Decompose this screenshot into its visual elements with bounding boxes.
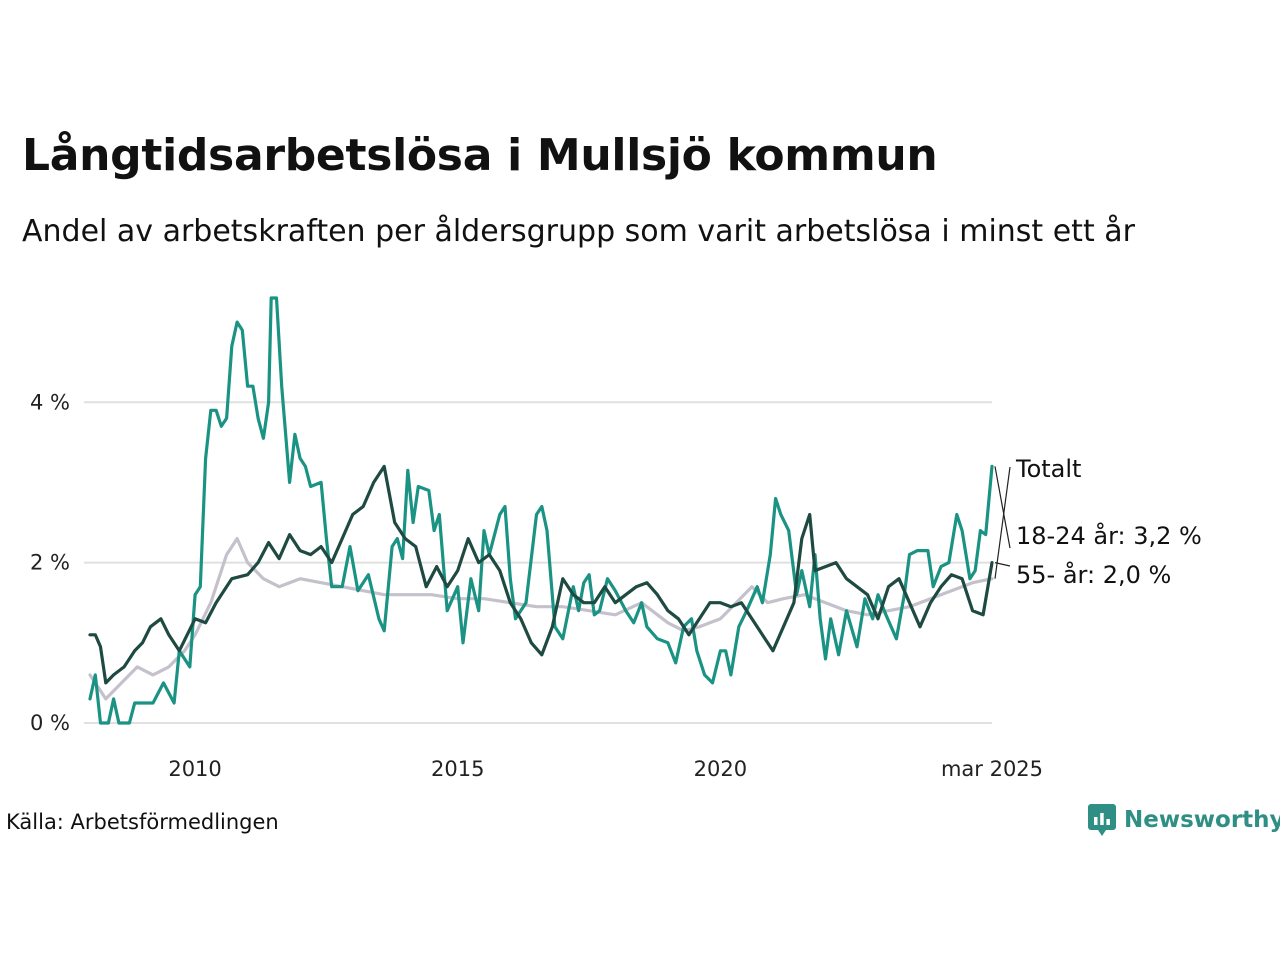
y-tick-label: 2 %	[30, 551, 70, 575]
source-note: Källa: Arbetsförmedlingen	[6, 810, 279, 834]
brand-logo[interactable]: Newsworthy	[1088, 804, 1280, 836]
x-tick-label: mar 2025	[941, 757, 1043, 781]
end-label-leader	[994, 562, 1011, 567]
x-tick-label: 2010	[168, 757, 221, 781]
series-end-label: 18-24 år: 3,2 %	[1016, 521, 1202, 550]
end-label-leader	[994, 466, 1011, 549]
series-end-label: Totalt	[1015, 455, 1081, 483]
series-line-55-r	[88, 464, 994, 685]
y-tick-label: 4 %	[30, 390, 70, 414]
newsworthy-logo-icon	[1088, 804, 1116, 836]
axis-labels: 0 % 2 % 4 % 2010 2015 2020 mar 2025	[30, 390, 1043, 781]
x-tick-label: 2015	[431, 757, 484, 781]
end-label-leader	[994, 466, 1011, 579]
series-lines	[88, 296, 994, 725]
end-labels: Totalt 18-24 år: 3,2 % 55- år: 2,0 %	[994, 455, 1202, 589]
page-subtitle: Andel av arbetskraften per åldersgrupp s…	[22, 214, 1135, 249]
page-title: Långtidsarbetslösa i Mullsjö kommun	[22, 130, 938, 181]
brand-name: Newsworthy	[1124, 807, 1280, 833]
series-line-18-24-r	[88, 296, 994, 725]
series-end-label: 55- år: 2,0 %	[1016, 560, 1171, 589]
y-tick-label: 0 %	[30, 711, 70, 735]
x-tick-label: 2020	[694, 757, 747, 781]
gridlines	[84, 401, 992, 724]
